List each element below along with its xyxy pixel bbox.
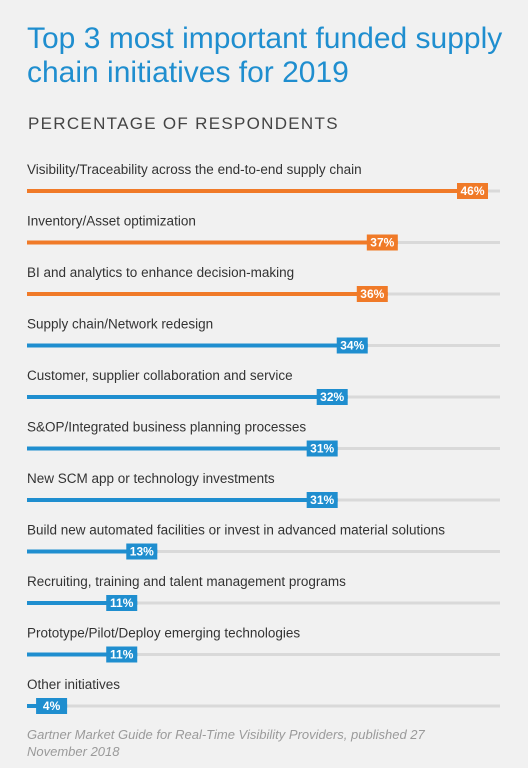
value-badge [336, 337, 368, 354]
value-badge [306, 492, 338, 508]
value-label: 36% [360, 287, 384, 301]
value-label: 11% [110, 648, 134, 662]
value-label: 34% [340, 339, 364, 353]
category-label: Inventory/Asset optimization [27, 214, 196, 229]
value-badge [126, 543, 158, 560]
value-badge [106, 595, 138, 611]
value-badge [36, 698, 68, 714]
category-label: Recruiting, training and talent manageme… [27, 574, 346, 589]
value-label: 11% [110, 596, 134, 610]
category-label: New SCM app or technology investments [27, 471, 275, 486]
value-label: 13% [130, 545, 154, 559]
value-badge [316, 389, 348, 405]
category-label: BI and analytics to enhance decision-mak… [27, 265, 294, 280]
value-label: 4% [43, 699, 61, 713]
value-label: 32% [320, 390, 344, 404]
source-note: Gartner Market Guide for Real-Time Visib… [27, 727, 425, 759]
value-label: 46% [460, 184, 484, 198]
value-label: 31% [310, 493, 334, 507]
value-badge [306, 440, 338, 457]
value-badge [457, 183, 488, 199]
chart-title: Top 3 most important funded supply chain… [27, 22, 503, 89]
value-label: 37% [370, 236, 394, 250]
category-label: Visibility/Traceability across the end-t… [27, 162, 362, 177]
category-label: S&OP/Integrated business planning proces… [27, 420, 306, 435]
category-label: Prototype/Pilot/Deploy emerging technolo… [27, 626, 300, 641]
value-badge [366, 234, 398, 251]
chart-subtitle: PERCENTAGE OF RESPONDENTS [28, 114, 339, 133]
value-badge [106, 646, 138, 663]
category-label: Build new automated facilities or invest… [27, 523, 445, 538]
category-label: Customer, supplier collaboration and ser… [27, 368, 293, 383]
value-label: 31% [310, 442, 334, 456]
category-label: Other initiatives [27, 677, 120, 692]
category-label: Supply chain/Network redesign [27, 317, 213, 332]
value-badge [356, 286, 388, 302]
